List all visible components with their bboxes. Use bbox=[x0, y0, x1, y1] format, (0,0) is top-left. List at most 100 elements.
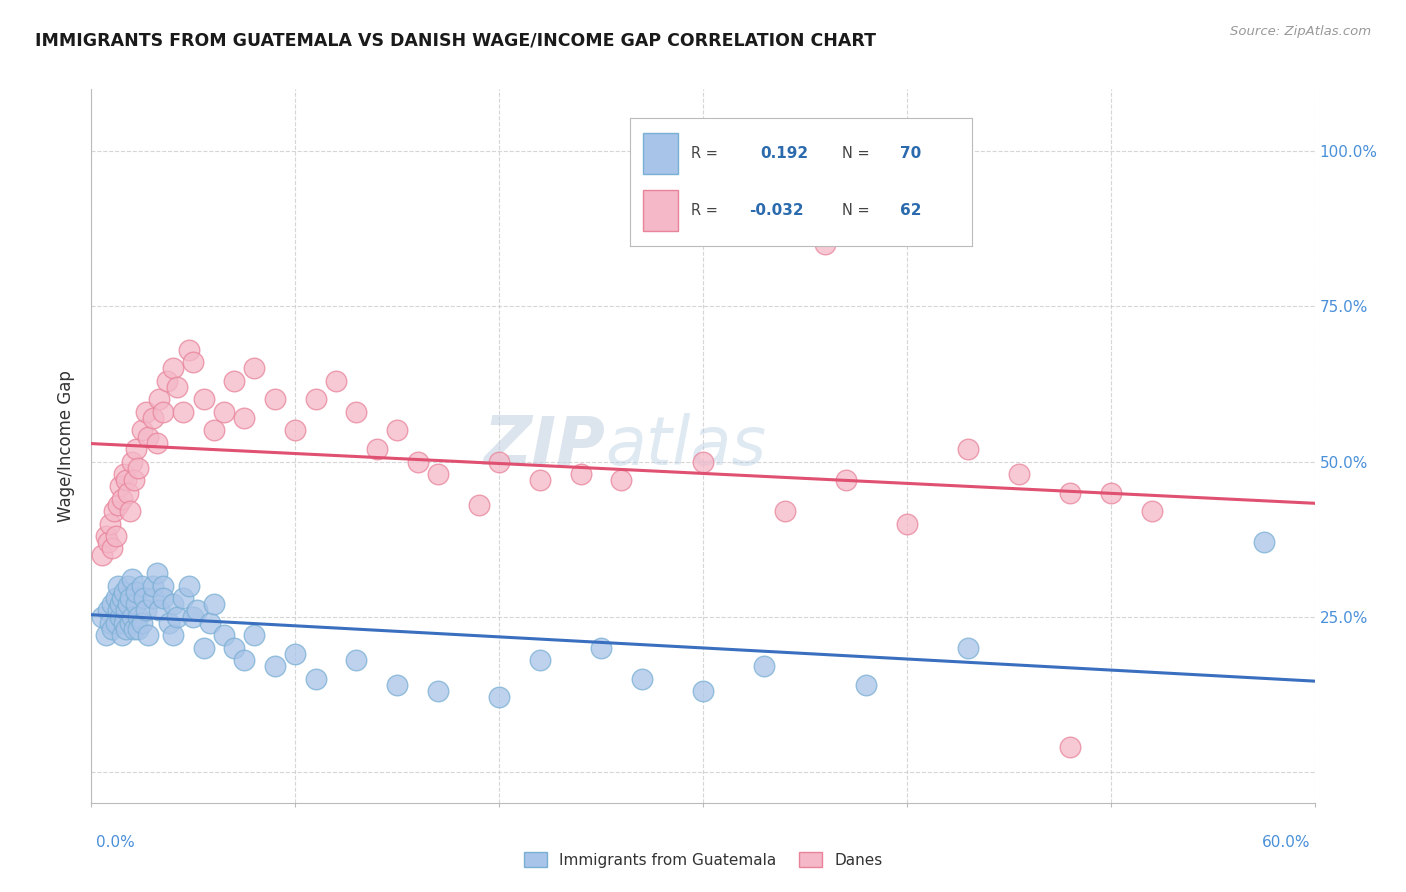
Point bbox=[138, 430, 160, 444]
Point bbox=[107, 579, 129, 593]
Point bbox=[569, 467, 592, 481]
Point bbox=[141, 411, 163, 425]
Point bbox=[366, 442, 388, 456]
Point bbox=[222, 640, 246, 655]
Point bbox=[233, 411, 256, 425]
Point bbox=[610, 473, 633, 487]
Point bbox=[488, 454, 510, 468]
Point bbox=[148, 392, 170, 407]
Point bbox=[855, 678, 877, 692]
Point bbox=[148, 603, 170, 617]
Point bbox=[591, 640, 613, 655]
Point bbox=[814, 237, 837, 252]
Point bbox=[127, 622, 149, 636]
Point bbox=[179, 343, 201, 357]
Point bbox=[773, 504, 796, 518]
Text: 0.0%: 0.0% bbox=[96, 836, 135, 850]
Point bbox=[115, 603, 138, 617]
Point bbox=[131, 579, 153, 593]
Point bbox=[162, 597, 184, 611]
Point bbox=[121, 454, 143, 468]
Point bbox=[115, 622, 138, 636]
Point bbox=[122, 622, 145, 636]
Point bbox=[222, 374, 246, 388]
Point bbox=[406, 454, 429, 468]
Legend: Immigrants from Guatemala, Danes: Immigrants from Guatemala, Danes bbox=[517, 846, 889, 873]
Point bbox=[115, 473, 138, 487]
Point bbox=[264, 392, 287, 407]
Point bbox=[103, 504, 125, 518]
Point bbox=[183, 355, 205, 369]
Point bbox=[427, 467, 450, 481]
Point bbox=[112, 467, 135, 481]
Point bbox=[152, 405, 174, 419]
Point bbox=[120, 504, 142, 518]
Point bbox=[243, 361, 266, 376]
Point bbox=[186, 603, 208, 617]
Point bbox=[835, 473, 858, 487]
Point bbox=[183, 609, 205, 624]
Point bbox=[529, 473, 551, 487]
Point bbox=[193, 392, 215, 407]
Point bbox=[157, 615, 180, 630]
Point bbox=[233, 653, 256, 667]
Point bbox=[125, 597, 148, 611]
Point bbox=[202, 424, 225, 438]
Point bbox=[120, 591, 142, 605]
Point bbox=[120, 615, 142, 630]
Point bbox=[488, 690, 510, 705]
Point bbox=[104, 529, 127, 543]
Point bbox=[97, 603, 120, 617]
Point bbox=[90, 548, 112, 562]
Y-axis label: Wage/Income Gap: Wage/Income Gap bbox=[58, 370, 76, 522]
Point bbox=[127, 609, 149, 624]
Point bbox=[1253, 535, 1275, 549]
Point bbox=[1140, 504, 1163, 518]
Point bbox=[284, 424, 307, 438]
Point bbox=[90, 609, 112, 624]
Point bbox=[346, 405, 368, 419]
Point bbox=[193, 640, 215, 655]
Text: Source: ZipAtlas.com: Source: ZipAtlas.com bbox=[1230, 25, 1371, 38]
Point bbox=[152, 591, 174, 605]
Point bbox=[131, 424, 153, 438]
Point bbox=[94, 529, 117, 543]
Point bbox=[135, 603, 157, 617]
Text: atlas: atlas bbox=[605, 413, 766, 479]
Text: ZIP: ZIP bbox=[484, 413, 605, 479]
Point bbox=[754, 659, 776, 673]
Point bbox=[1099, 485, 1122, 500]
Point bbox=[325, 374, 347, 388]
Point bbox=[121, 609, 143, 624]
Point bbox=[631, 672, 654, 686]
Point bbox=[304, 392, 326, 407]
Point bbox=[125, 584, 148, 599]
Point bbox=[98, 615, 121, 630]
Point bbox=[166, 609, 188, 624]
Point bbox=[101, 622, 124, 636]
Point bbox=[125, 442, 148, 456]
Point bbox=[956, 442, 979, 456]
Point bbox=[145, 436, 167, 450]
Point bbox=[172, 591, 194, 605]
Point bbox=[121, 573, 143, 587]
Text: IMMIGRANTS FROM GUATEMALA VS DANISH WAGE/INCOME GAP CORRELATION CHART: IMMIGRANTS FROM GUATEMALA VS DANISH WAGE… bbox=[35, 31, 876, 49]
Point bbox=[304, 672, 326, 686]
Point bbox=[141, 591, 163, 605]
Point bbox=[427, 684, 450, 698]
Point bbox=[284, 647, 307, 661]
Point bbox=[108, 479, 131, 493]
Point bbox=[141, 579, 163, 593]
Point bbox=[101, 597, 124, 611]
Point bbox=[1059, 739, 1081, 754]
Point bbox=[385, 424, 409, 438]
Point bbox=[112, 584, 135, 599]
Point bbox=[156, 374, 179, 388]
Point bbox=[111, 491, 134, 506]
Point bbox=[134, 591, 156, 605]
Point bbox=[138, 628, 160, 642]
Point bbox=[212, 405, 235, 419]
Point bbox=[117, 485, 139, 500]
Point bbox=[467, 498, 491, 512]
Point bbox=[111, 628, 134, 642]
